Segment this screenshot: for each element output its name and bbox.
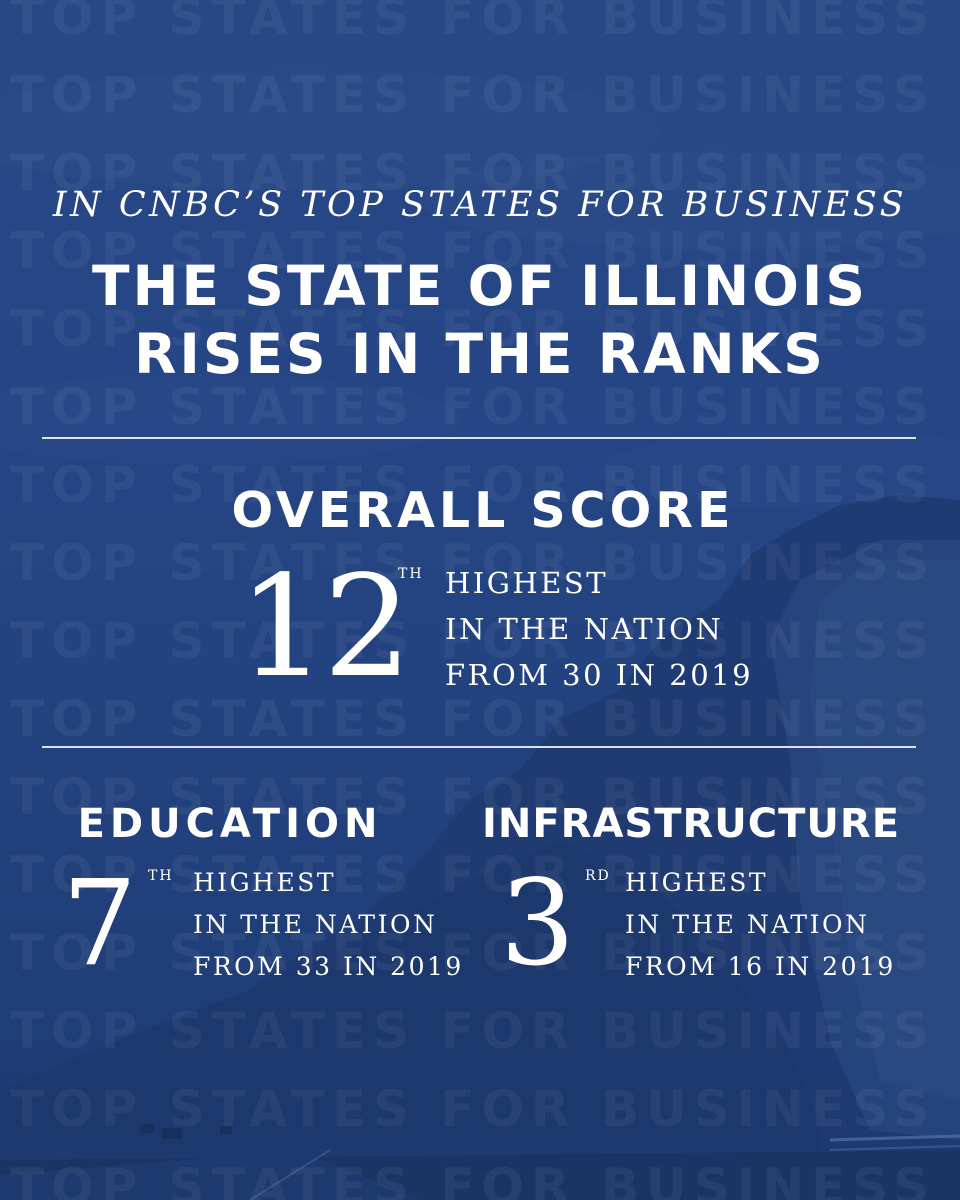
watermark-line: TOP STATES FOR BUSINESS bbox=[10, 768, 937, 826]
infrastructure-desc-line-3: FROM 16 IN 2019 bbox=[625, 952, 896, 981]
watermark-line: TOP STATES FOR BUSINESS bbox=[10, 144, 937, 202]
education-desc-line-3: FROM 33 IN 2019 bbox=[193, 952, 464, 981]
headline-line-2: RISES IN THE RANKS bbox=[134, 322, 826, 386]
infrastructure-title: INFRASTRUCTURE bbox=[481, 801, 901, 847]
overall-rank-number: 12 bbox=[238, 546, 412, 709]
education-description: HIGHEST IN THE NATION FROM 33 IN 2019 bbox=[193, 862, 464, 988]
overall-rank-suffix: TH bbox=[398, 566, 424, 582]
watermark-line: TOP STATES FOR BUSINESS bbox=[10, 1002, 937, 1060]
overall-score-title: OVERALL SCORE bbox=[231, 482, 735, 539]
watermark-line: TOP STATES FOR BUSINESS bbox=[10, 534, 937, 592]
watermark-line: TOP STATES FOR BUSINESS bbox=[10, 300, 937, 358]
education-rank-number: 7 bbox=[62, 854, 138, 992]
overall-description: HIGHEST IN THE NATION FROM 30 IN 2019 bbox=[445, 560, 753, 698]
watermark-line: TOP STATES FOR BUSINESS bbox=[10, 924, 937, 982]
education-title: EDUCATION bbox=[77, 801, 383, 847]
subtitle: IN CNBC’S TOP STATES FOR BUSINESS bbox=[52, 185, 908, 225]
watermark-line: TOP STATES FOR BUSINESS bbox=[10, 0, 937, 46]
watermark-line: TOP STATES FOR BUSINESS bbox=[10, 690, 937, 748]
overall-desc-line-2: IN THE NATION bbox=[445, 612, 724, 646]
infrastructure-rank-number: 3 bbox=[500, 854, 576, 992]
infrastructure-desc-line-1: HIGHEST bbox=[625, 868, 769, 897]
watermark-line: TOP STATES FOR BUSINESS bbox=[10, 378, 937, 436]
headline-line-1: THE STATE OF ILLINOIS bbox=[91, 254, 868, 318]
watermark-line: TOP STATES FOR BUSINESS bbox=[10, 222, 937, 280]
watermark-line: TOP STATES FOR BUSINESS bbox=[10, 1080, 937, 1138]
watermark-line: TOP STATES FOR BUSINESS bbox=[10, 846, 937, 904]
divider-top bbox=[42, 437, 916, 439]
education-desc-line-2: IN THE NATION bbox=[193, 910, 438, 939]
overall-desc-line-3: FROM 30 IN 2019 bbox=[445, 658, 754, 692]
divider-middle bbox=[42, 746, 916, 748]
infrastructure-description: HIGHEST IN THE NATION FROM 16 IN 2019 bbox=[625, 862, 896, 988]
education-desc-line-1: HIGHEST bbox=[193, 868, 337, 897]
overall-desc-line-1: HIGHEST bbox=[445, 566, 609, 600]
watermark-line: TOP STATES FOR BUSINESS bbox=[10, 456, 937, 514]
infrastructure-rank-suffix: RD bbox=[585, 868, 611, 884]
headline: THE STATE OF ILLINOIS RISES IN THE RANKS bbox=[0, 252, 960, 388]
infrastructure-desc-line-2: IN THE NATION bbox=[625, 910, 870, 939]
education-rank-suffix: TH bbox=[148, 868, 174, 884]
watermark-line: TOP STATES FOR BUSINESS bbox=[10, 612, 937, 670]
watermark-line: TOP STATES FOR BUSINESS bbox=[10, 1158, 937, 1200]
watermark-line: TOP STATES FOR BUSINESS bbox=[10, 66, 937, 124]
